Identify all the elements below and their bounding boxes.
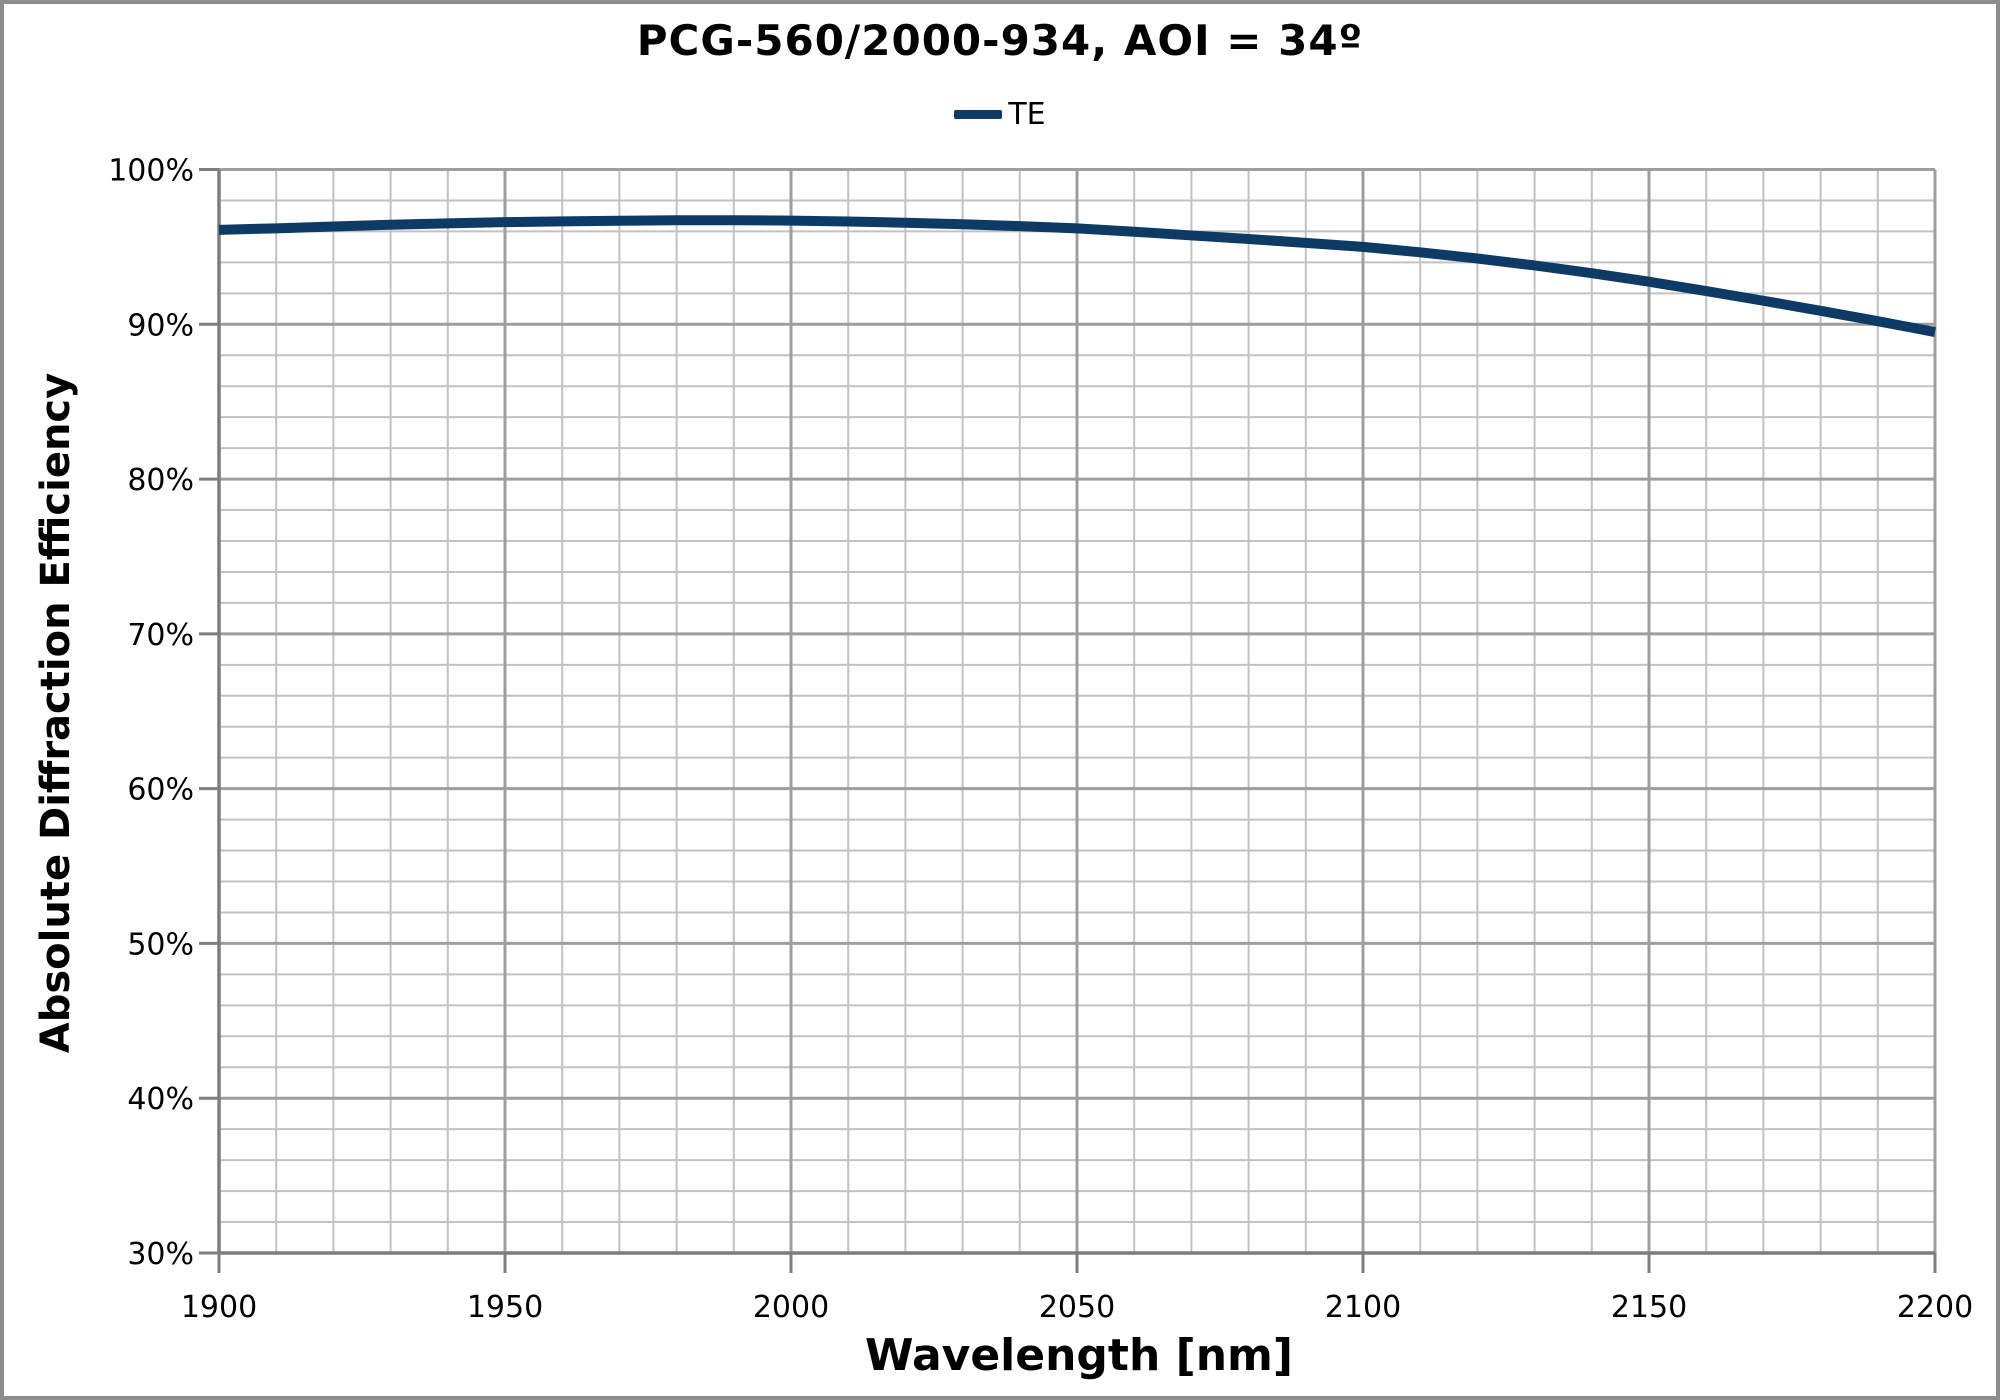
x-tick-label: 1900 [181,1290,257,1325]
x-tick-label: 1950 [467,1290,543,1325]
chart-title: PCG-560/2000-934, AOI = 34º [636,16,1364,65]
y-tick-label: 60% [127,773,194,808]
legend-label: TE [1008,97,1046,132]
x-tick-label: 2050 [1039,1290,1115,1325]
y-tick-label: 70% [127,618,194,653]
y-tick-label: 50% [127,927,194,962]
y-tick-label: 100% [108,154,194,189]
y-axis-title: Absolute Diffraction Efficiency [33,372,79,1054]
x-tick-label: 2150 [1611,1290,1687,1325]
plot-svg: 1900 1950 2000 2050 2100 2150 2200 30% 40% 50% 60%… [108,154,1973,1326]
x-axis-title: Wavelength [nm] [865,1330,1293,1381]
series-line-te [218,215,1936,337]
x-tick-label: 2000 [753,1290,829,1325]
y-tick-label: 40% [127,1082,194,1117]
x-tick-label: 2100 [1325,1290,1401,1325]
y-tick-label: 80% [127,463,194,498]
legend: TE [4,97,1996,132]
x-tick-label: 2200 [1897,1290,1973,1325]
y-tick-label: 30% [127,1237,194,1272]
legend-line-icon [954,110,1003,119]
y-tick-label: 90% [127,308,194,343]
